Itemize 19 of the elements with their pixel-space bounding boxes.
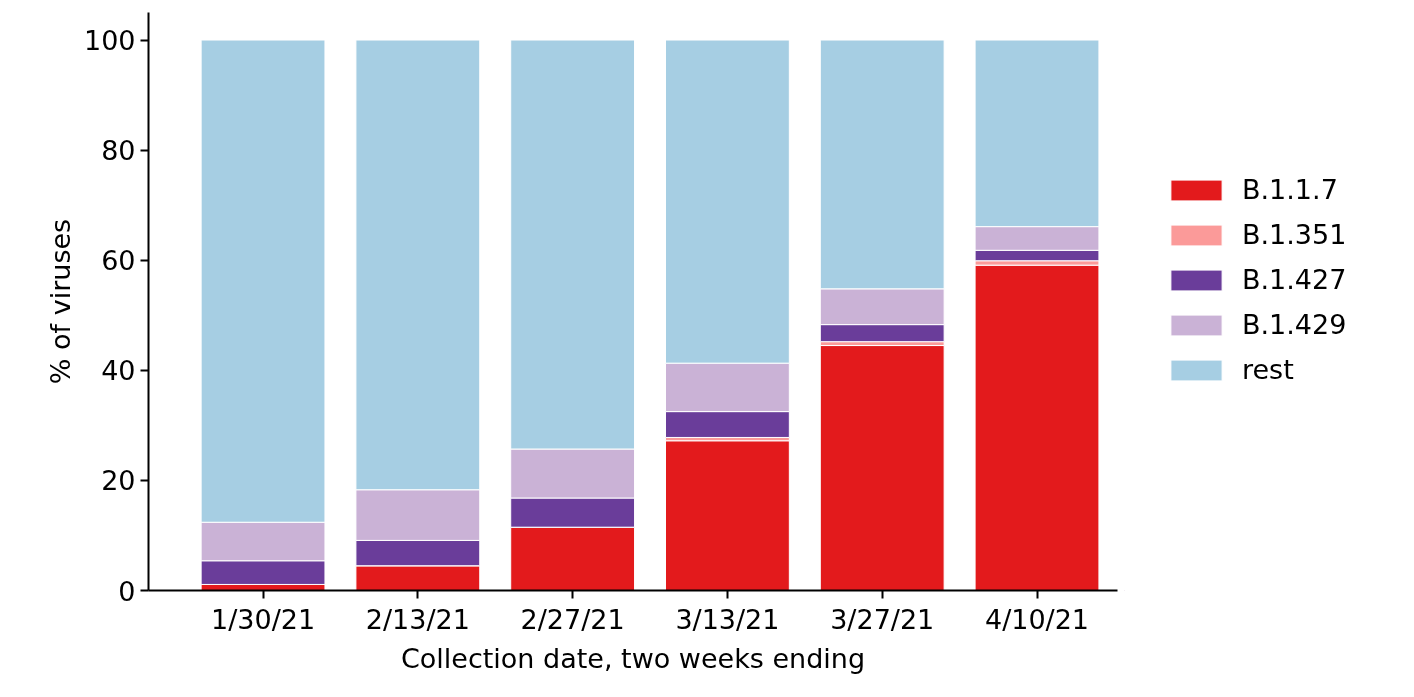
- x-tick-label: 3/27/21: [830, 603, 935, 635]
- legend-label: B.1.429: [1242, 309, 1347, 340]
- legend-label: B.1.351: [1242, 219, 1347, 250]
- legend-label: B.1.427: [1242, 264, 1347, 295]
- y-tick-label: 100: [83, 25, 136, 57]
- x-axis-title: Collection date, two weeks ending: [400, 642, 866, 674]
- y-tick-label: 80: [101, 135, 136, 167]
- x-tick-label: 2/13/21: [365, 603, 470, 635]
- y-tick-label: 20: [101, 465, 136, 497]
- y-tick-label: 60: [101, 245, 136, 277]
- legend-label: rest: [1242, 354, 1294, 385]
- x-tick-label: 1/30/21: [211, 603, 316, 635]
- legend-label: B.1.1.7: [1242, 174, 1338, 205]
- y-axis-title: % of viruses: [44, 218, 76, 385]
- y-tick-label: 40: [101, 355, 136, 387]
- x-tick-label: 3/13/21: [675, 603, 780, 635]
- x-tick-label: 4/10/21: [984, 603, 1090, 635]
- y-tick-label: 0: [118, 575, 136, 607]
- x-tick-label: 2/27/21: [520, 603, 625, 635]
